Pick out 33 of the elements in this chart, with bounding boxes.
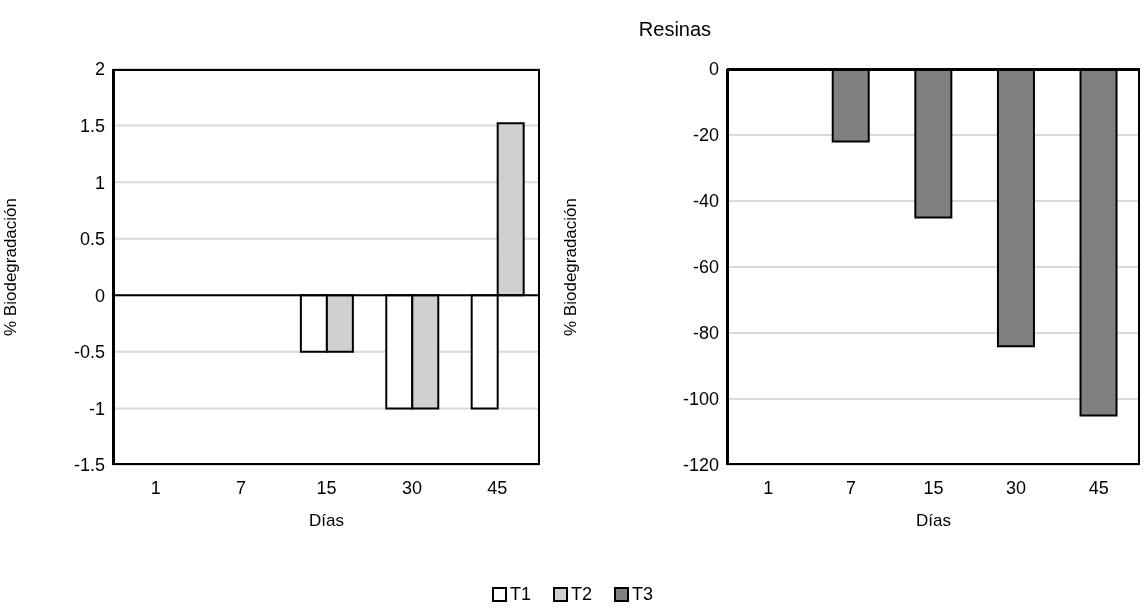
y-tick-label: -0.5 bbox=[73, 342, 105, 363]
y-axis-title: % Biodegradación bbox=[1, 198, 21, 336]
x-axis-title: Días bbox=[309, 511, 344, 530]
chart-title: Resinas bbox=[637, 18, 713, 41]
x-tick-label: 30 bbox=[401, 477, 422, 498]
y-tick-label: -100 bbox=[682, 389, 719, 410]
y-tick-label: 1 bbox=[94, 172, 105, 193]
x-axis-title: Días bbox=[916, 511, 951, 530]
y-tick-label: -1.5 bbox=[73, 455, 105, 476]
y-axis-title: % Biodegradación bbox=[561, 198, 581, 336]
y-tick-label: 0.5 bbox=[79, 229, 105, 250]
y-tick-label: 1.5 bbox=[79, 115, 105, 136]
x-tick-label: 15 bbox=[316, 477, 337, 498]
y-tick-label: 2 bbox=[94, 59, 105, 80]
y-tick-label: -60 bbox=[692, 257, 719, 278]
x-tick-label: 1 bbox=[763, 477, 774, 498]
x-tick-label: 15 bbox=[923, 477, 944, 498]
x-tick-label: 45 bbox=[487, 477, 508, 498]
y-tick-label: -20 bbox=[692, 125, 719, 146]
y-tick-label: 0 bbox=[708, 59, 719, 80]
legend-label: T1 bbox=[508, 584, 531, 605]
legend-label: T2 bbox=[570, 584, 592, 605]
x-tick-label: 30 bbox=[1006, 477, 1027, 498]
x-tick-label: 7 bbox=[236, 477, 247, 498]
y-tick-label: -1 bbox=[88, 398, 105, 419]
y-tick-label: -120 bbox=[682, 455, 719, 476]
y-tick-label: 0 bbox=[94, 285, 105, 306]
x-tick-label: 7 bbox=[845, 477, 856, 498]
x-tick-label: 1 bbox=[150, 477, 161, 498]
text: T3 bbox=[631, 584, 654, 605]
y-tick-label: -40 bbox=[692, 191, 719, 212]
x-tick-label: 45 bbox=[1088, 477, 1109, 498]
y-tick-label: -80 bbox=[692, 323, 719, 344]
